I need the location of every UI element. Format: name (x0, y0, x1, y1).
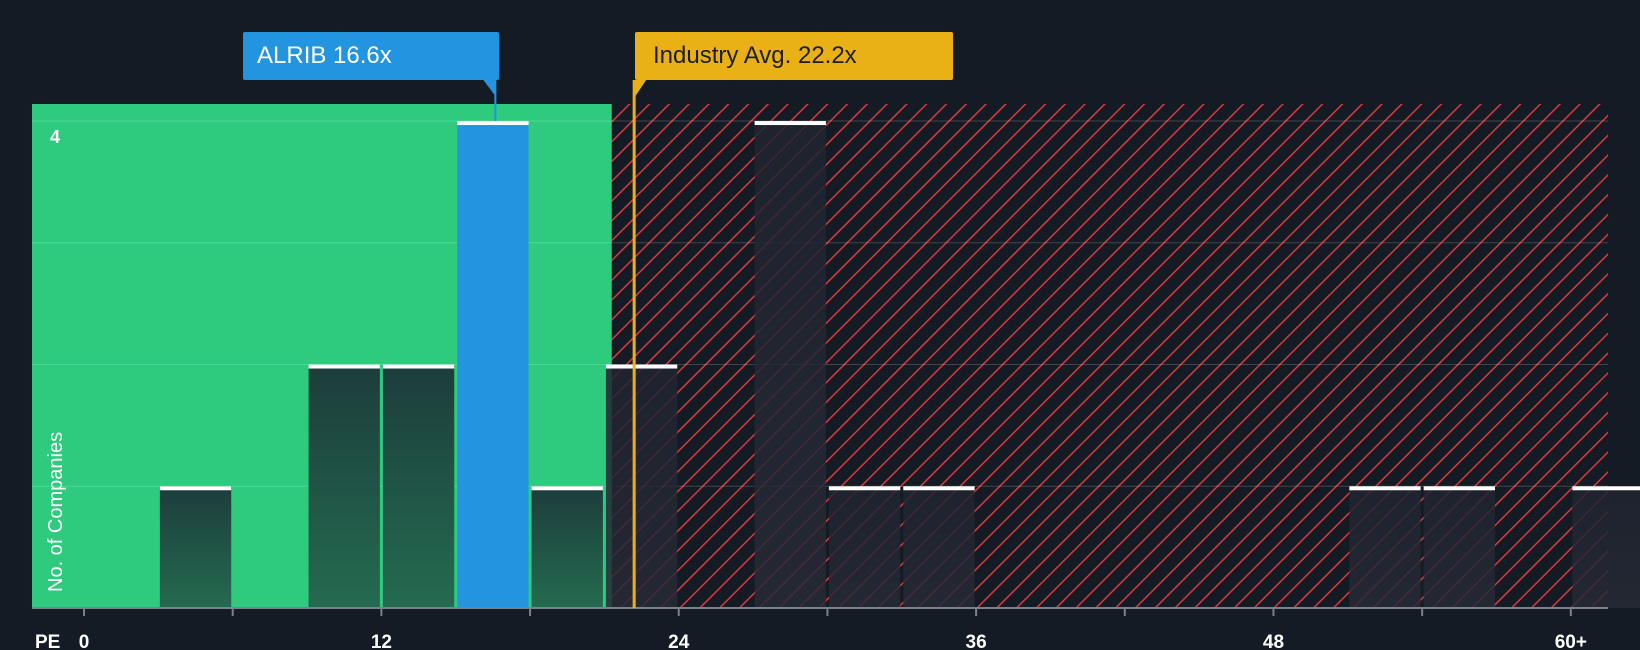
bar-top-marker (1349, 486, 1421, 491)
industry-callout-arrow (634, 80, 647, 98)
x-axis-ticks: 0 12 24 36 48 60+ (79, 608, 1587, 650)
bar-top-marker (828, 486, 901, 491)
histogram-bar (382, 364, 455, 608)
bar-top-marker (605, 364, 678, 369)
bar-top-marker (1423, 486, 1495, 491)
x-tick-label: 0 (79, 632, 90, 650)
x-tick-label: 60+ (1555, 632, 1587, 650)
bar-top-marker (382, 364, 455, 369)
x-axis-title: PE (35, 632, 60, 650)
bar-top-marker (754, 121, 826, 126)
histogram-bars (159, 121, 1640, 608)
bar-top-marker (308, 364, 380, 369)
bar-top-marker (903, 486, 975, 491)
bar-top-marker (1572, 486, 1640, 491)
histogram-bar (1349, 486, 1421, 608)
histogram-bar (1423, 486, 1495, 608)
histogram-bar (531, 486, 603, 608)
bar-top-marker (531, 486, 603, 491)
industry-average-callout: Industry Avg. 22.2x (635, 32, 953, 80)
histogram-bar (1572, 486, 1640, 608)
company-bar (457, 121, 529, 608)
histogram-bar (308, 364, 380, 608)
industry-average-label: Industry Avg. 22.2x (653, 42, 857, 69)
x-tick-label: 12 (371, 632, 392, 650)
histogram-bar (754, 121, 826, 608)
x-tick-label: 36 (966, 632, 987, 650)
y-axis-title: No. of Companies (45, 432, 67, 592)
histogram-bar (605, 364, 678, 608)
company-callout-arrow (483, 80, 496, 96)
x-tick-label: 48 (1263, 632, 1284, 650)
histogram-bar (828, 486, 901, 608)
bar-top-marker (159, 486, 232, 491)
histogram-bar (159, 486, 232, 608)
x-tick-label: 24 (668, 632, 690, 650)
y-tick-label: 4 (50, 127, 60, 147)
company-pe-label: ALRIB 16.6x (257, 42, 392, 69)
bar-top-marker (457, 121, 529, 126)
histogram-bar (903, 486, 975, 608)
company-pe-callout: ALRIB 16.6x (243, 32, 499, 80)
